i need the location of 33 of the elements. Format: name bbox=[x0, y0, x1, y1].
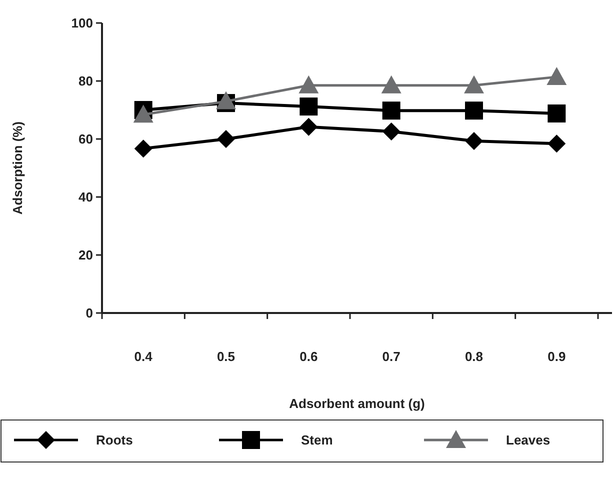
point bbox=[381, 75, 402, 94]
point bbox=[298, 75, 319, 94]
legend-label: Stem bbox=[301, 432, 333, 448]
point bbox=[217, 130, 235, 148]
x-tick-label: 0.8 bbox=[464, 349, 484, 364]
y-tick-label: 40 bbox=[78, 190, 93, 205]
point bbox=[133, 104, 154, 123]
point bbox=[548, 104, 566, 122]
point bbox=[464, 75, 484, 94]
point bbox=[382, 122, 400, 140]
point bbox=[216, 91, 236, 110]
point bbox=[465, 102, 483, 120]
y-tick-label: 80 bbox=[78, 74, 93, 89]
x-tick-label: 0.6 bbox=[300, 349, 318, 364]
y-tick-label: 100 bbox=[71, 16, 93, 31]
y-tick-label: 20 bbox=[78, 248, 93, 263]
y-tick-label: 60 bbox=[78, 132, 93, 147]
point bbox=[134, 140, 152, 158]
point bbox=[382, 102, 400, 120]
x-tick-label: 0.9 bbox=[548, 349, 566, 364]
point bbox=[548, 134, 566, 153]
legend-label: Roots bbox=[96, 432, 133, 448]
point bbox=[465, 132, 483, 150]
x-axis-title: Adsorbent amount (g) bbox=[289, 396, 425, 411]
y-tick-label: 0 bbox=[86, 306, 93, 321]
point bbox=[300, 98, 318, 116]
legend-label: Leaves bbox=[506, 432, 550, 448]
point bbox=[300, 118, 318, 136]
x-tick-label: 0.5 bbox=[216, 349, 236, 364]
point bbox=[546, 66, 567, 85]
x-tick-label: 0.4 bbox=[134, 349, 154, 364]
y-axis-title: Adsorption (%) bbox=[10, 121, 25, 215]
x-tick-label: 0.7 bbox=[382, 349, 400, 364]
